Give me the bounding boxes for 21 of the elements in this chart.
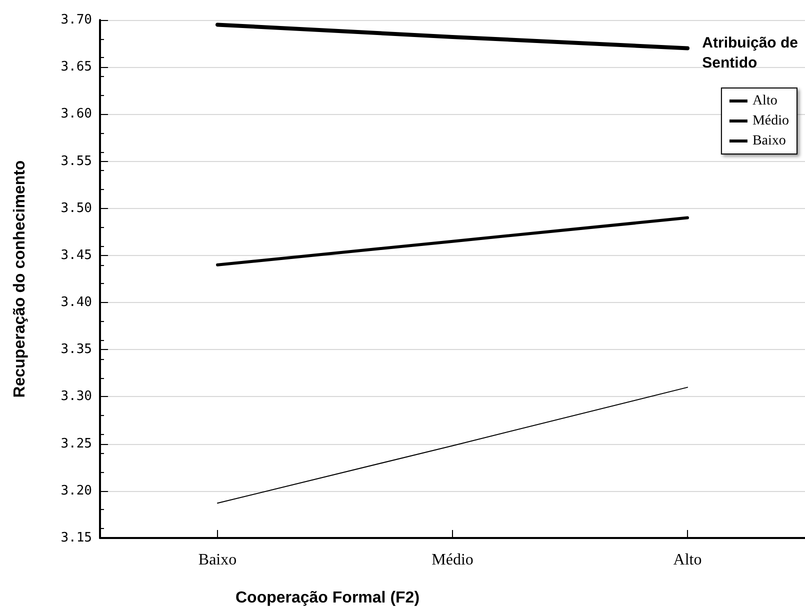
legend-title: Atribuição de Sentido — [702, 34, 798, 72]
y-axis-title: Recuperação do conhecimento — [12, 160, 28, 398]
x-tick-label: Baixo — [198, 552, 237, 568]
y-tick-label: 3.50 — [60, 200, 92, 216]
y-tick-label: 3.30 — [60, 389, 92, 404]
y-tick-label: 3.15 — [60, 530, 92, 546]
y-tick-label: 3.55 — [60, 154, 92, 169]
y-tick-label: 3.70 — [60, 12, 92, 28]
y-tick-label: 3.25 — [60, 436, 92, 452]
legend-label: Baixo — [752, 134, 786, 148]
y-tick-label: 3.35 — [60, 342, 92, 358]
legend-label: Médio — [752, 114, 790, 128]
x-tick-label: Médio — [432, 552, 474, 568]
legend-label: Alto — [752, 94, 778, 108]
y-tick-label: 3.60 — [60, 106, 92, 122]
y-tick-label: 3.40 — [60, 295, 92, 310]
x-axis-title: Cooperação Formal (F2) — [235, 590, 420, 606]
x-tick-label: Alto — [673, 552, 702, 568]
y-tick-label: 3.65 — [60, 60, 92, 75]
y-tick-label: 3.20 — [60, 483, 92, 498]
y-tick-label: 3.45 — [60, 248, 92, 263]
